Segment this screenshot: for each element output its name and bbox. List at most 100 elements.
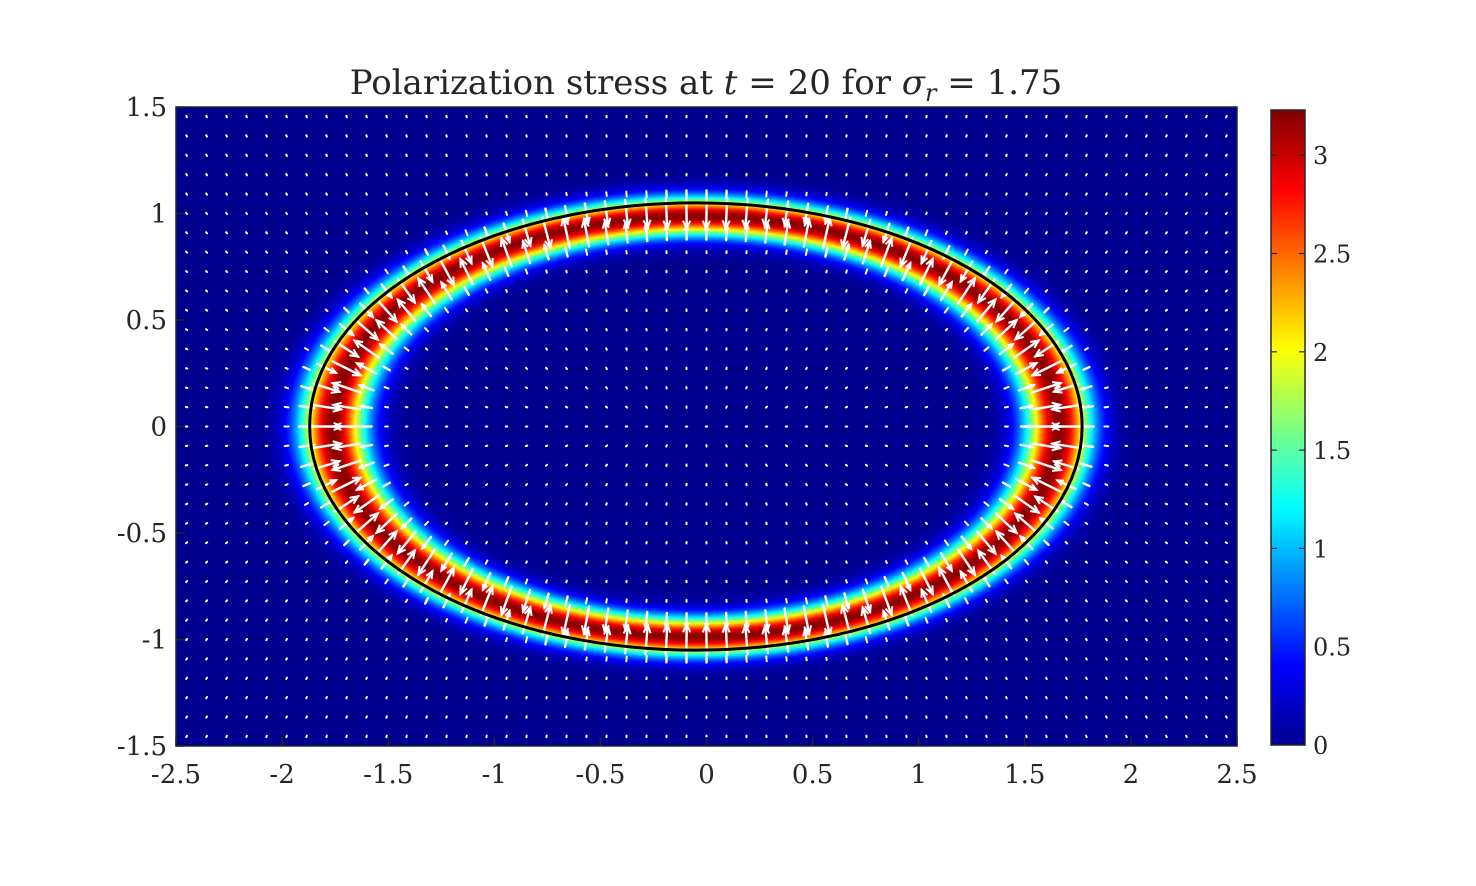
quiver-arrow — [1065, 676, 1068, 680]
quiver-arrow-head — [544, 239, 553, 251]
quiver-arrow-head — [1079, 462, 1085, 467]
quiver-arrow — [865, 328, 868, 332]
colorbar-ticks: 3 2.5 2 1.5 1 0.5 0 — [1271, 142, 1351, 760]
quiver-arrow — [525, 328, 528, 332]
quiver-arrow — [1144, 579, 1148, 583]
quiver-arrow-head — [840, 602, 849, 614]
quiver-arrow — [224, 347, 229, 351]
quiver-arrow — [844, 366, 848, 370]
quiver-arrow — [265, 715, 268, 719]
quiver-arrow — [185, 637, 189, 642]
quiver-arrow — [404, 598, 409, 603]
quiver-arrow-head — [803, 625, 813, 637]
colorbar-tick-label: 0.5 — [1313, 634, 1351, 662]
quiver-arrow — [585, 482, 588, 487]
quiver-arrow — [785, 598, 788, 604]
quiver-arrow — [1164, 347, 1169, 351]
quiver-arrow-head — [945, 564, 954, 573]
y-axis: 1.5 1 0.5 0 -0.5 -1 -1.5 — [117, 93, 185, 762]
quiver-arrow-head — [1008, 318, 1019, 329]
quiver-arrow — [302, 365, 311, 372]
quiver-arrow — [785, 463, 788, 467]
quiver-arrow-head — [802, 216, 810, 226]
quiver-arrow — [525, 502, 528, 506]
quiver-arrow — [379, 498, 395, 510]
quiver-arrow — [505, 541, 508, 545]
quiver-arrow — [331, 459, 362, 472]
quiver-arrow — [983, 501, 990, 507]
quiver-arrow-head — [358, 443, 365, 449]
quiver-arrow — [245, 599, 249, 603]
quiver-arrow — [1045, 599, 1048, 603]
quiver-arrow — [504, 386, 509, 390]
quiver-arrow — [1064, 269, 1068, 274]
quiver-arrow — [345, 579, 349, 584]
quiver-arrow — [625, 386, 628, 390]
quiver-arrow-head — [499, 605, 509, 618]
quiver-arrow-head — [966, 566, 977, 577]
quiver-arrow — [884, 502, 888, 506]
quiver-arrow — [1125, 173, 1128, 177]
quiver-arrow — [924, 366, 929, 370]
quiver-arrow — [345, 192, 348, 196]
quiver-arrow-head — [976, 548, 987, 560]
quiver-arrow — [904, 483, 909, 487]
quiver-arrow — [304, 502, 310, 506]
quiver-arrow — [425, 618, 428, 622]
quiver-arrow — [365, 231, 368, 235]
quiver-arrow — [964, 366, 969, 370]
quiver-arrow-head — [329, 366, 339, 374]
quiver-arrow — [841, 216, 852, 250]
quiver-arrow — [1025, 250, 1028, 254]
quiver-arrow-head — [504, 235, 512, 245]
quiver-arrow — [459, 567, 474, 596]
quiver-arrow — [885, 521, 888, 525]
quiver-arrow — [343, 306, 351, 314]
quiver-arrow — [521, 605, 532, 635]
quiver-arrow — [541, 603, 552, 637]
quiver-arrow — [1184, 328, 1189, 332]
quiver-arrow — [805, 366, 808, 371]
quiver-arrow — [1025, 192, 1028, 196]
quiver-arrow — [1025, 657, 1028, 661]
interface-contour — [308, 201, 1084, 652]
quiver-arrow — [382, 365, 392, 372]
quiver-arrow — [1124, 250, 1128, 254]
quiver-arrow — [245, 657, 249, 661]
quiver-arrow — [1105, 676, 1108, 680]
quiver-arrow — [444, 327, 449, 332]
quiver-arrow — [603, 220, 610, 246]
quiver-arrow — [1224, 560, 1228, 564]
quiver-arrow — [765, 386, 768, 390]
quiver-arrow-head — [1038, 329, 1046, 337]
quiver-arrow — [365, 637, 368, 642]
quiver-arrow — [325, 153, 328, 158]
quiver-arrow — [865, 541, 868, 545]
quiver-arrow — [1145, 114, 1148, 119]
quiver-arrow — [1085, 114, 1088, 119]
quiver-arrow — [1044, 289, 1049, 293]
quiver-arrow-head — [1051, 385, 1063, 394]
quiver-arrow — [365, 734, 368, 739]
quiver-arrow — [205, 114, 208, 119]
quiver-arrow — [964, 347, 969, 351]
quiver-arrow-head — [416, 276, 427, 288]
quiver-arrow — [325, 192, 328, 196]
quiver-arrow — [345, 134, 348, 138]
quiver-arrow — [185, 657, 189, 661]
quiver-arrow — [285, 637, 288, 642]
quiver-arrow — [224, 367, 229, 370]
quiver-arrow — [605, 386, 608, 390]
quiver-arrow — [265, 541, 269, 545]
quiver-arrow — [424, 366, 429, 370]
quiver-arrow — [1164, 599, 1168, 603]
quiver-arrow-head — [959, 273, 968, 284]
quiver-arrow — [785, 347, 788, 351]
quiver-arrow-head — [976, 293, 987, 305]
quiver-arrow — [1184, 270, 1188, 274]
x-tick-label: 1.5 — [1004, 760, 1045, 790]
quiver-arrow — [665, 444, 668, 448]
quiver-arrow — [1012, 494, 1040, 514]
quiver-arrow — [419, 570, 434, 593]
quiver-arrow-head — [400, 323, 407, 330]
